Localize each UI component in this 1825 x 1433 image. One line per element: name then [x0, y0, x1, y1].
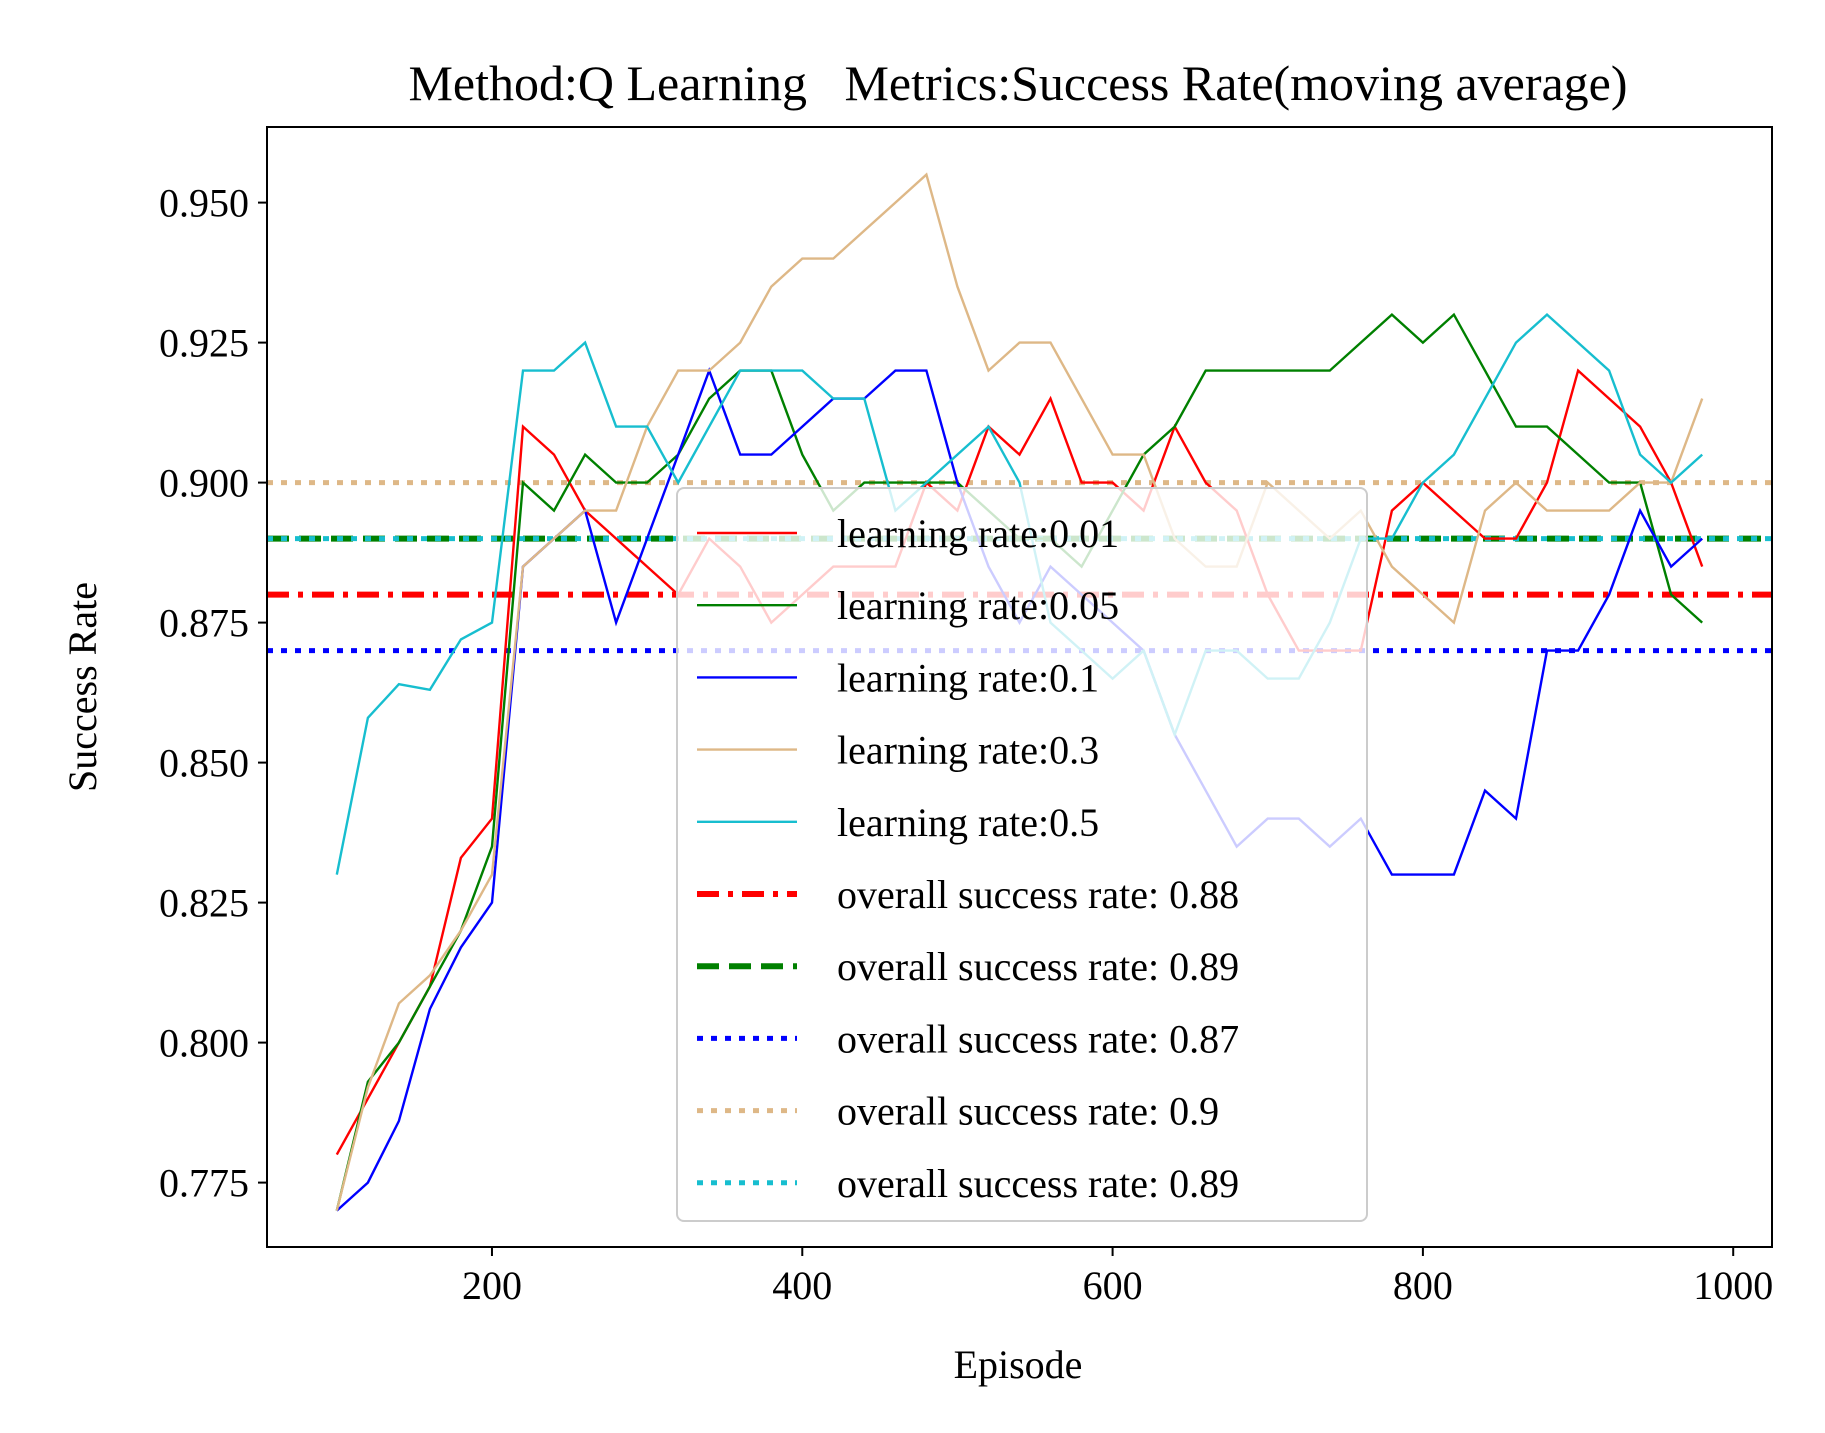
legend: learning rate:0.01 learning rate:0.05 lear… — [676, 487, 1368, 1222]
y-tick-label-1: 0.775 — [159, 1161, 249, 1206]
y-tick-label-7: 0.925 — [159, 321, 249, 366]
legend-label-5: learning rate:0.5 — [837, 800, 1099, 845]
x-tick-label-4: 800 — [1393, 1263, 1453, 1308]
x-axis-label: Episode — [954, 1342, 1083, 1387]
legend-label-3: learning rate:0.1 — [837, 655, 1099, 700]
legend-label-8: overall success rate: 0.87 — [837, 1016, 1239, 1061]
legend-frame — [676, 487, 1368, 1222]
x-tick-label-1: 200 — [462, 1263, 522, 1308]
legend-label-6: overall success rate: 0.88 — [837, 872, 1239, 917]
y-tick-label-4: 0.850 — [159, 741, 249, 786]
axes-frame — [266, 126, 1773, 1248]
legend-label-2: learning rate:0.05 — [837, 583, 1119, 628]
x-tick-label-5: 1000 — [1693, 1263, 1773, 1308]
x-tick-label-3: 600 — [1083, 1263, 1143, 1308]
series-line-4 — [335, 172, 1704, 1211]
chart-title: Method:Q Learning Metrics:Success Rate(m… — [408, 55, 1627, 111]
legend-label-7: overall success rate: 0.89 — [837, 944, 1239, 989]
legend-label-4: learning rate:0.3 — [837, 728, 1099, 773]
legend-label-9: overall success rate: 0.9 — [837, 1089, 1219, 1134]
x-tick-label-2: 400 — [772, 1263, 832, 1308]
y-tick-label-3: 0.825 — [159, 881, 249, 926]
y-axis-label: Success Rate — [60, 582, 105, 792]
y-tick-label-8: 0.950 — [159, 181, 249, 226]
series-line-5 — [335, 312, 1704, 875]
axis-ticks: 200 400 600 800 1000 0.775 0.800 0.825 0.850 0.87… — [159, 181, 1773, 1308]
legend-label-10: overall success rate: 0.89 — [837, 1161, 1239, 1206]
legend-label-1: learning rate:0.01 — [837, 511, 1119, 556]
y-tick-label-5: 0.875 — [159, 601, 249, 646]
series-line-1 — [335, 368, 1704, 1156]
y-tick-label-2: 0.800 — [159, 1021, 249, 1066]
y-tick-label-6: 0.900 — [159, 461, 249, 506]
